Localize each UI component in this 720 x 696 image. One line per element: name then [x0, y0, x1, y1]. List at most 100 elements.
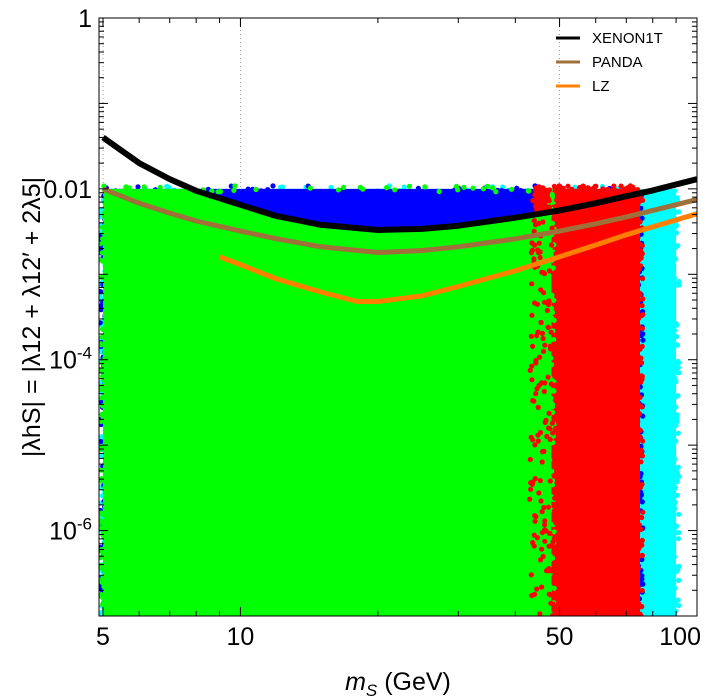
scatter-point [499, 188, 505, 194]
scatter-point [401, 184, 407, 190]
scatter-point [406, 183, 412, 189]
scatter-point [568, 188, 574, 194]
scatter-point [673, 281, 679, 288]
scatter-point [433, 616, 438, 621]
scatter-point [484, 183, 490, 189]
scatter-point [557, 346, 563, 352]
scatter-point [672, 484, 678, 490]
scatter-point [556, 319, 562, 325]
scatter-point [125, 616, 130, 621]
scatter-point [533, 391, 539, 397]
scatter-point [673, 362, 679, 368]
scatter-point [433, 614, 438, 616]
scatter-point [343, 616, 348, 621]
scatter-point [541, 271, 548, 277]
scatter-point [565, 183, 571, 189]
scatter-point [537, 354, 543, 360]
scatter-point [548, 395, 554, 401]
scatter-point [532, 442, 538, 448]
legend: XENON1T PANDA LZ [556, 30, 663, 95]
scatter-point [99, 476, 105, 482]
scatter-point [637, 394, 643, 400]
scatter-point [518, 187, 524, 194]
scatter-point [540, 219, 546, 225]
scatter-point [99, 434, 105, 440]
scatter-point [103, 436, 109, 442]
scatter-point [545, 301, 552, 308]
scatter-point [536, 184, 542, 190]
scatter-point [634, 223, 641, 229]
scatter-point [99, 579, 105, 585]
scatter-point [621, 187, 627, 193]
x-axis-label: mS (GeV) [345, 668, 451, 696]
scatter-point [302, 616, 307, 621]
scatter-point [546, 187, 553, 193]
scatter-point [612, 188, 618, 194]
scatter-point [551, 337, 557, 343]
scatter-point [535, 432, 541, 438]
scatter-point [557, 369, 563, 375]
scatter-point [640, 509, 646, 515]
scatter-point [101, 333, 108, 339]
scatter-point [634, 206, 640, 212]
scatter-point [328, 184, 334, 191]
scatter-point [670, 545, 676, 551]
scatter-point [538, 498, 544, 504]
scatter-point [99, 525, 105, 531]
scatter-point [671, 469, 677, 476]
scatter-point [547, 530, 553, 537]
scatter-point [99, 519, 104, 526]
scatter-point [527, 496, 533, 502]
scatter-point [537, 557, 544, 563]
scatter-point [507, 614, 513, 616]
scatter-point [588, 613, 594, 616]
scatter-point [635, 531, 641, 537]
scatter-point [101, 211, 107, 217]
exclusion-curves [101, 134, 697, 304]
scatter-point [166, 184, 172, 190]
scatter-point [567, 613, 573, 616]
scatter-point [635, 584, 641, 590]
scatter-point [557, 306, 563, 312]
scatter-point [553, 382, 559, 388]
scatter-point [558, 202, 564, 208]
scatter-point [555, 531, 561, 538]
scatter-point [637, 292, 643, 298]
scatter-point [140, 613, 146, 616]
scatter-point [675, 393, 681, 399]
scatter-point [672, 525, 678, 531]
scatter-point [102, 388, 108, 394]
scatter-point [561, 246, 567, 252]
scatter-point [547, 478, 553, 484]
scatter-point [558, 448, 564, 454]
scatter-point [532, 475, 538, 482]
scatter-point [552, 511, 559, 517]
scatter-point [542, 299, 548, 305]
scatter-point [555, 400, 561, 406]
scatter-point [558, 468, 564, 474]
scatter-point [637, 611, 643, 616]
scatter-point [637, 256, 643, 262]
scatter-point [554, 357, 560, 363]
scatter-point [547, 457, 553, 463]
scatter-point [636, 266, 642, 272]
scatter-point [636, 545, 642, 552]
scatter-point [547, 221, 554, 227]
scatter-point [541, 388, 547, 395]
scatter-point [535, 329, 541, 335]
scatter-point [100, 601, 106, 607]
scatter-point [101, 583, 107, 590]
scatter-point [528, 572, 534, 578]
scatter-point [547, 346, 554, 352]
scatter-point [542, 342, 548, 348]
scatter-point [676, 209, 682, 215]
scatter-point [102, 200, 108, 206]
scatter-point [639, 251, 645, 257]
scatter-point [527, 456, 533, 463]
scatter-point [99, 274, 105, 280]
scatter-point [374, 610, 380, 616]
scatter-point [101, 377, 107, 383]
scatter-point [99, 411, 105, 417]
scatter-point [623, 616, 628, 621]
scatter-point [635, 565, 641, 571]
